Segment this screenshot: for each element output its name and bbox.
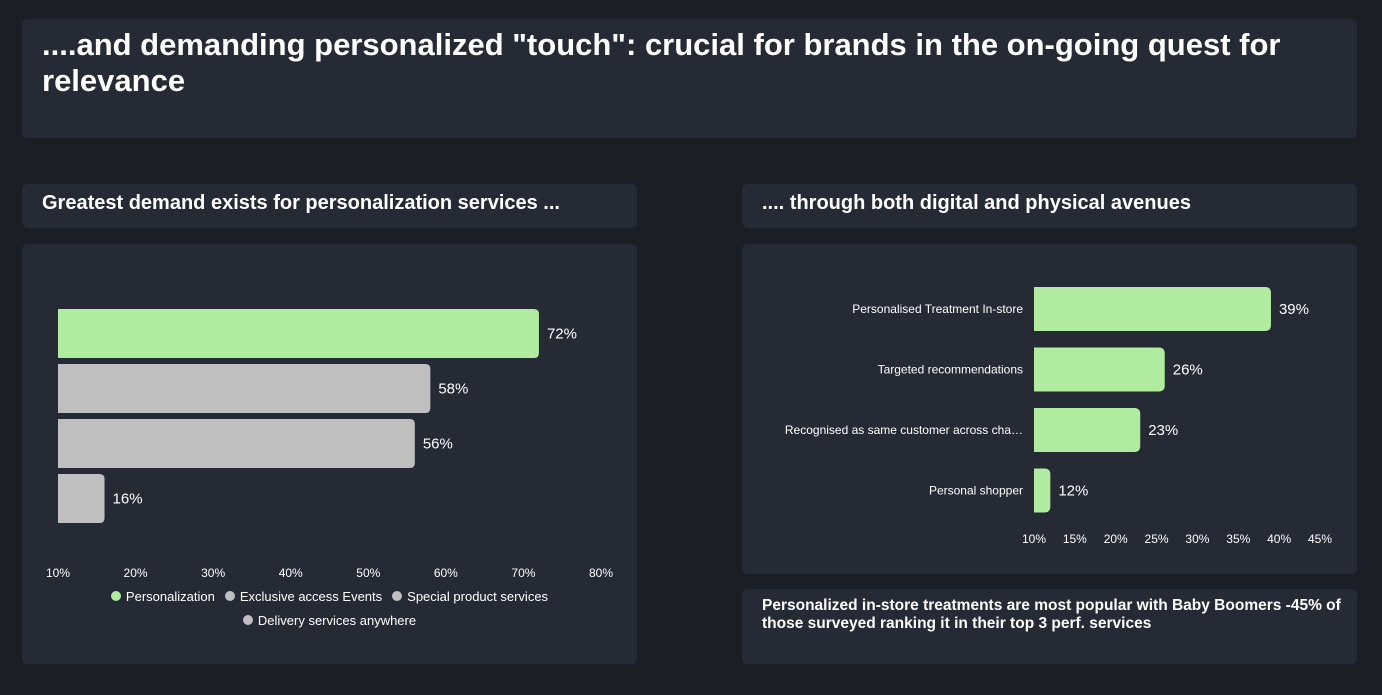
avenues-chart: Personalised Treatment In-store 39% Target… xyxy=(785,287,1332,546)
insight-note: Personalized in-store treatments are mos… xyxy=(762,597,1341,632)
note-panel: Personalized in-store treatments are mos… xyxy=(742,589,1357,664)
x-tick-label: 30% xyxy=(201,566,225,580)
bar-exclusive-access-events xyxy=(58,364,431,413)
left-heading-panel: Greatest demand exists for personalizati… xyxy=(22,184,637,228)
category-label: Targeted recommendations xyxy=(878,363,1023,377)
category-label: Personal shopper xyxy=(929,484,1023,498)
avenues-chart-panel: Personalised Treatment In-store 39% Target… xyxy=(742,244,1357,574)
left-chart-heading: Greatest demand exists for personalizati… xyxy=(42,192,560,214)
legend-dot-icon xyxy=(224,591,235,601)
legend-item[interactable]: Delivery services anywhere xyxy=(242,612,417,628)
legend-label: Special product services xyxy=(407,588,549,604)
legend-item[interactable]: Personalization xyxy=(110,588,215,604)
bar-value-label: 39% xyxy=(1279,301,1309,318)
legend-item[interactable]: Exclusive access Events xyxy=(224,588,383,604)
legend-item[interactable]: Special product services xyxy=(392,589,548,604)
x-tick-label: 60% xyxy=(434,566,458,580)
bar-personalization xyxy=(58,309,539,358)
legend-dot-icon xyxy=(392,591,403,601)
right-chart-heading: .... through both digital and physical a… xyxy=(762,192,1191,214)
legend-dot-icon xyxy=(242,615,253,625)
legend-row: Delivery services anywhere xyxy=(22,608,637,632)
x-tick-label: 20% xyxy=(1104,532,1128,546)
title-panel: ....and demanding personalized "touch": … xyxy=(22,19,1357,138)
bar-value-label: 23% xyxy=(1148,422,1178,439)
bar-value-label: 12% xyxy=(1058,483,1088,500)
x-tick-label: 70% xyxy=(511,566,535,580)
x-tick-label: 40% xyxy=(1267,532,1291,546)
x-tick-label: 10% xyxy=(1022,532,1046,546)
legend-label: Exclusive access Events xyxy=(239,588,383,604)
bar-1 xyxy=(1034,287,1271,331)
chart-legend: Personalization Exclusive access Events Sp… xyxy=(22,584,637,632)
services-demand-chart-panel: 72% 58% 56% 16% 10% 20% 30% 40% 50% 60% 70% 80% Per… xyxy=(22,244,637,664)
x-tick-label: 10% xyxy=(46,566,70,580)
x-tick-label: 15% xyxy=(1063,532,1087,546)
bar-value-label: 58% xyxy=(438,381,468,398)
x-tick-label: 30% xyxy=(1185,532,1209,546)
bar-value-label: 26% xyxy=(1173,362,1203,379)
x-tick-label: 80% xyxy=(589,566,613,580)
bar-value-label: 72% xyxy=(547,326,577,343)
category-label: Recognised as same customer across cha… xyxy=(785,423,1023,437)
x-tick-label: 25% xyxy=(1145,532,1169,546)
bar-4 xyxy=(1034,468,1051,513)
legend-row: Personalization Exclusive access Events Sp… xyxy=(22,584,637,608)
bar-3 xyxy=(1034,408,1141,452)
x-tick-label: 40% xyxy=(279,566,303,580)
category-label: Personalised Treatment In-store xyxy=(852,302,1023,316)
services-demand-chart: 72% 58% 56% 16% 10% 20% 30% 40% 50% 60% 70% 80% xyxy=(46,309,613,580)
bar-2 xyxy=(1034,347,1165,392)
page-title: ....and demanding personalized "touch": … xyxy=(42,27,1281,98)
legend-dot-icon xyxy=(110,591,121,601)
x-tick-label: 45% xyxy=(1308,532,1332,546)
x-tick-label: 50% xyxy=(356,566,380,580)
x-tick-label: 35% xyxy=(1226,532,1250,546)
bar-value-label: 56% xyxy=(423,436,453,453)
legend-label: Delivery services anywhere xyxy=(257,612,417,628)
x-tick-label: 20% xyxy=(124,566,148,580)
bar-value-label: 16% xyxy=(113,491,143,508)
bar-delivery-services-anywhere xyxy=(58,474,105,523)
right-heading-panel: .... through both digital and physical a… xyxy=(742,184,1357,228)
legend-label: Personalization xyxy=(125,588,215,604)
bar-special-product-services xyxy=(58,419,415,468)
